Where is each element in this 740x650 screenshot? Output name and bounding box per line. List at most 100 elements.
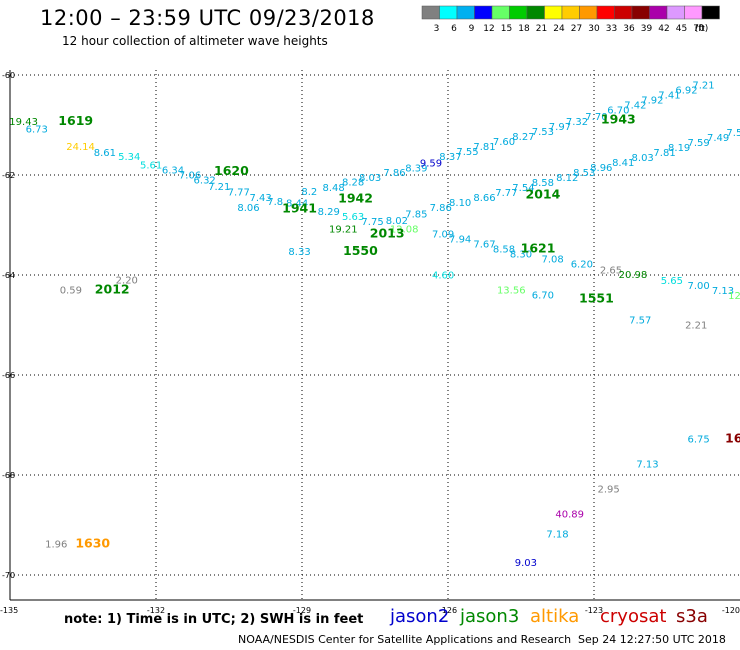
pass-time-label: 1642: [725, 431, 740, 446]
legend-tick-label: 6: [451, 24, 457, 34]
pass-time-label: 1550: [343, 243, 378, 258]
wave-height-label: 8.19: [668, 143, 690, 154]
wave-height-label: 8.30: [510, 250, 532, 261]
pass-time-label: 1621: [521, 241, 556, 256]
legend-swatch: [701, 5, 720, 20]
wave-height-label: 7.57: [629, 316, 651, 327]
wave-height-label: 8.61: [94, 148, 116, 159]
legend-swatch: [596, 5, 615, 20]
wave-height-label: 8.29: [318, 207, 340, 218]
wave-height-label: 4.60: [432, 271, 454, 282]
legend-swatch: [579, 5, 598, 20]
wave-height-label: 6.73: [26, 125, 48, 136]
legend-tick-label: 9: [469, 24, 475, 34]
legend-altika: altika: [530, 606, 580, 627]
wave-height-label: 8.10: [449, 198, 471, 209]
wave-height-label: 7.60: [493, 137, 515, 148]
wave-height-label: 7.13: [712, 286, 734, 297]
wave-height-label: 2.20: [116, 276, 138, 287]
wave-height-label: 6.92: [675, 86, 697, 97]
wave-height-label: 8.28: [342, 178, 364, 189]
legend-unit: (ft): [695, 24, 709, 34]
legend-tick-label: 70: [693, 24, 705, 34]
grid-lines: [10, 70, 740, 600]
legend-tick-label: 36: [623, 24, 635, 34]
legend-swatch: [509, 5, 528, 20]
legend-swatch: [456, 5, 475, 20]
lon-tick-label: -135: [0, 606, 18, 615]
pass-time-labels: 1619 1620 1942 1941 2013 1550 1621 1943 2014 1551…: [58, 112, 740, 551]
wave-height-label: 6.75: [688, 435, 710, 446]
wave-height-label: 19.21: [329, 225, 358, 236]
legend-swatch: [666, 5, 685, 20]
wave-height-label: 8.44: [286, 199, 308, 210]
color-legend: 3 6 9 12 15 18 21 24 27 30 33 36 39 42 45 70(ft): [421, 5, 720, 34]
wave-height-label: 5.65: [661, 276, 683, 287]
wave-height-label: 7.94: [449, 235, 471, 246]
legend-tick-label: 18: [518, 24, 530, 34]
wave-height-label: 7.86: [430, 203, 452, 214]
legend-swatch: [421, 5, 440, 20]
lon-tick-label: -132: [147, 606, 165, 615]
pass-time-label: 2013: [370, 226, 405, 241]
lon-tick-label: -120: [722, 606, 740, 615]
wave-height-label: 8.06: [237, 203, 259, 214]
legend-swatch: [614, 5, 633, 20]
wave-height-label: 8.12: [556, 173, 578, 184]
legend-swatch: [526, 5, 545, 20]
legend-tick-label: 15: [501, 24, 512, 34]
lon-tick-label: -129: [293, 606, 311, 615]
wave-height-label: 7.43: [250, 193, 272, 204]
wave-height-label: 7.77: [228, 188, 250, 199]
chart-subtitle: 12 hour collection of altimeter wave hei…: [62, 34, 328, 48]
wave-height-label: 7.32: [566, 117, 588, 128]
wave-height-label: 8.33: [288, 247, 310, 258]
pass-time-label: 1620: [214, 163, 249, 178]
legend-swatch: [491, 5, 510, 20]
legend-tick-label: 12: [483, 24, 494, 34]
wave-height-label: 6.32: [194, 176, 216, 187]
wave-height-label: 7.18: [546, 530, 568, 541]
legend-swatch: [649, 5, 668, 20]
pass-time-label: 2014: [526, 187, 561, 202]
lat-tick-label: -66: [2, 371, 15, 380]
pass-time-label: 1943: [601, 112, 636, 127]
pass-time-label: 1619: [58, 113, 93, 128]
wave-height-label: 7.85: [405, 210, 427, 221]
wave-height-label: 7.75: [361, 217, 383, 228]
lat-tick-label: -60: [2, 71, 15, 80]
wave-height-label: 5.63: [342, 212, 364, 223]
wave-height-label: 7.97: [549, 122, 571, 133]
legend-tick-label: 33: [606, 24, 617, 34]
legend-swatch: [684, 5, 703, 20]
wave-height-label: 7.86: [383, 168, 405, 179]
legend-jason3: jason3: [460, 606, 520, 627]
wave-height-label: 7.49: [707, 133, 729, 144]
wave-height-label: 40.89: [555, 510, 584, 521]
wave-height-label: 7.13: [636, 460, 658, 471]
wave-height-label: 7.8: [267, 197, 283, 208]
wave-height-label: 12.23: [728, 291, 740, 302]
pass-time-label: 1551: [579, 291, 614, 306]
wave-height-label: 8.96: [590, 163, 612, 174]
legend-swatch: [561, 5, 580, 20]
legend-tick-label: 24: [553, 24, 565, 34]
wave-height-label: 7.08: [542, 255, 564, 266]
wave-height-label: 2.65: [600, 266, 622, 277]
wave-height-label: 20.98: [619, 270, 648, 281]
wave-height-label: 8.03: [359, 173, 381, 184]
wave-height-label: 19.43: [9, 117, 38, 128]
wave-height-label: 7.58: [726, 128, 740, 139]
wave-height-label: 8.58: [493, 245, 515, 256]
legend-tick-label: 30: [588, 24, 600, 34]
wave-height-label: 8.27: [512, 132, 534, 143]
wave-height-label: 8.41: [612, 158, 634, 169]
wave-height-label: 8.37: [439, 152, 461, 163]
wave-height-label: 8.39: [405, 164, 427, 175]
wave-height-label: 2.21: [685, 321, 707, 332]
legend-tick-label: 39: [641, 24, 653, 34]
wave-height-label: 7.67: [473, 240, 495, 251]
wave-height-label: 8.58: [532, 178, 554, 189]
lat-tick-label: -62: [2, 171, 15, 180]
